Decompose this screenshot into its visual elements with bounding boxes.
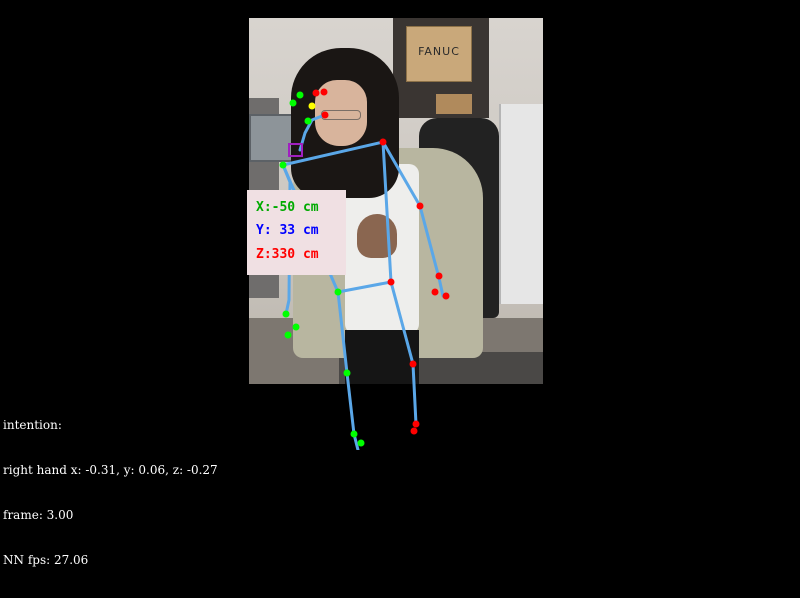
target-marker-box xyxy=(288,143,303,157)
bone-right-arm xyxy=(381,140,445,298)
joint-left-ear-2 xyxy=(296,91,304,99)
coordinate-z-label: Z:330 cm xyxy=(256,247,319,262)
background-box: FANUC xyxy=(406,26,472,82)
intention-label: intention: xyxy=(3,418,62,432)
joint-right-ear xyxy=(312,89,320,97)
joint-left-shoulder xyxy=(279,161,287,169)
joint-right-ankle-2 xyxy=(410,427,418,435)
joint-right-shoulder xyxy=(379,138,387,146)
joint-left-hip xyxy=(334,288,342,296)
bone-left-leg xyxy=(336,290,360,450)
frame-readout: frame: 3.00 xyxy=(3,508,74,522)
bone-neck-head xyxy=(298,114,324,152)
fps-readout: NN fps: 27.06 xyxy=(3,553,89,567)
joint-right-ear-2 xyxy=(320,88,328,96)
joint-left-ankle xyxy=(350,430,358,438)
joint-right-hip xyxy=(387,278,395,286)
joint-right-eye xyxy=(321,111,329,119)
background-desk xyxy=(499,104,543,304)
joint-left-knee xyxy=(343,369,351,377)
joint-left-ear xyxy=(289,99,297,107)
joint-right-hand xyxy=(431,288,439,296)
joint-right-hand-2 xyxy=(442,292,450,300)
right-hand-readout: right hand x: -0.31, y: 0.06, z: -0.27 xyxy=(3,463,218,477)
status-readout: intention: right hand x: -0.31, y: 0.06,… xyxy=(3,388,218,598)
coordinate-x-label: X:-50 cm xyxy=(256,200,319,215)
app-view: FANUC xyxy=(3,18,543,567)
coordinates-panel: X:-50 cm Y: 33 cm Z:330 cm xyxy=(247,190,346,275)
bone-hips xyxy=(336,280,393,294)
joint-nose xyxy=(308,102,316,110)
joint-right-ankle xyxy=(412,420,420,428)
background-small-box xyxy=(436,94,472,114)
joint-left-foot xyxy=(357,439,365,447)
joint-left-eye xyxy=(304,117,312,125)
joint-left-hand-2 xyxy=(292,323,300,331)
bone-shoulders xyxy=(281,140,385,167)
coordinate-y-label: Y: 33 cm xyxy=(256,223,319,238)
joint-right-knee xyxy=(409,360,417,368)
joint-right-elbow xyxy=(416,202,424,210)
joint-left-hand xyxy=(282,310,290,318)
box-label: FANUC xyxy=(418,45,460,58)
pose-skeleton-overlay xyxy=(279,88,450,450)
joint-right-wrist xyxy=(435,272,443,280)
bone-torso-right xyxy=(381,140,393,284)
joint-left-hand-3 xyxy=(284,331,292,339)
bone-right-leg xyxy=(389,280,418,426)
